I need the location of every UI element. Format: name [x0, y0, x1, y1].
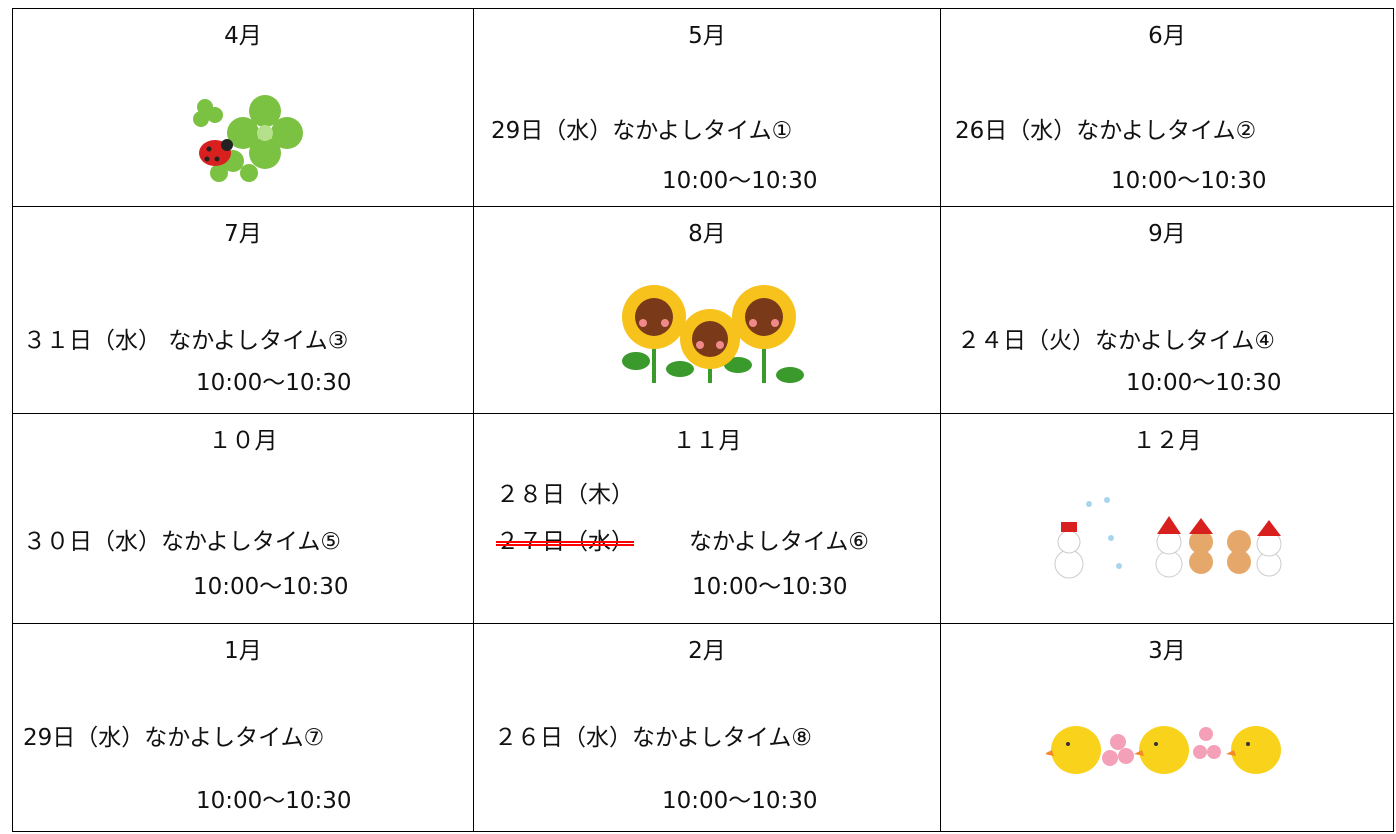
cell: 3月	[941, 624, 1394, 832]
event-time: 10:00～10:30	[662, 788, 818, 814]
month: 6月	[1148, 23, 1186, 49]
month: 9月	[1148, 221, 1186, 247]
cell: １２月	[941, 414, 1394, 624]
event-date: 26日（水）なかよしタイム②	[955, 118, 1257, 144]
cell: 7月 ３１日（水） なかよしタイム③ 10:00～10:30	[13, 207, 474, 414]
event-date: ３１日（水） なかよしタイム③	[23, 328, 349, 354]
event-time: 10:00～10:30	[662, 168, 818, 194]
event-name: なかよしタイム⑥	[689, 529, 870, 555]
month: 8月	[688, 221, 726, 247]
sunflower-illustration	[622, 285, 804, 383]
event-date: ２６日（水）なかよしタイム⑧	[494, 725, 813, 751]
cell: 6月 26日（水）なかよしタイム② 10:00～10:30	[941, 9, 1394, 207]
cell: １０月 ３０日（水）なかよしタイム⑤ 10:00～10:30	[13, 414, 474, 624]
event-time: 10:00～10:30	[1111, 168, 1267, 194]
cell: 4月	[13, 9, 474, 207]
event-time: 10:00～10:30	[193, 574, 349, 600]
struck-date: ２７日（水）	[496, 529, 634, 555]
event-time: 10:00～10:30	[196, 370, 352, 396]
event-time: 10:00～10:30	[1126, 370, 1282, 396]
cell: 2月 ２６日（水）なかよしタイム⑧ 10:00～10:30	[474, 624, 941, 832]
month: １０月	[208, 428, 278, 454]
clover-illustration	[193, 95, 303, 182]
month: １１月	[672, 428, 742, 454]
month: 4月	[224, 23, 262, 49]
month: 5月	[688, 23, 726, 49]
event-date: 29日（水）なかよしタイム①	[491, 118, 793, 144]
cell: 9月 ２４日（火）なかよしタイム④ 10:00～10:30	[941, 207, 1394, 414]
month: １２月	[1132, 428, 1202, 454]
cell: １１月 ２８日（木） ２７日（水） なかよしタイム⑥ 10:00～10:30	[474, 414, 941, 624]
event-date: ３０日（水）なかよしタイム⑤	[23, 529, 342, 555]
month: 3月	[1148, 638, 1186, 664]
event-time: 10:00～10:30	[196, 788, 352, 814]
month: 7月	[224, 221, 262, 247]
cell: 1月 29日（水）なかよしタイム⑦ 10:00～10:30	[13, 624, 474, 832]
event-date: ２４日（火）なかよしタイム④	[957, 328, 1276, 354]
cell: 8月	[474, 207, 941, 414]
chicks-illustration	[1046, 726, 1281, 774]
event-time: 10:00～10:30	[692, 574, 848, 600]
corrected-date: ２８日（木）	[496, 482, 634, 508]
month: 2月	[688, 638, 726, 664]
event-date: 29日（水）なかよしタイム⑦	[23, 725, 325, 751]
month: 1月	[224, 638, 262, 664]
schedule-table: 4月 5月 29日（水）なかよしタイム① 10:00～10:30 6月 26日（…	[12, 8, 1394, 832]
snowmen-illustration	[1054, 497, 1282, 579]
cell: 5月 29日（水）なかよしタイム① 10:00～10:30	[474, 9, 941, 207]
